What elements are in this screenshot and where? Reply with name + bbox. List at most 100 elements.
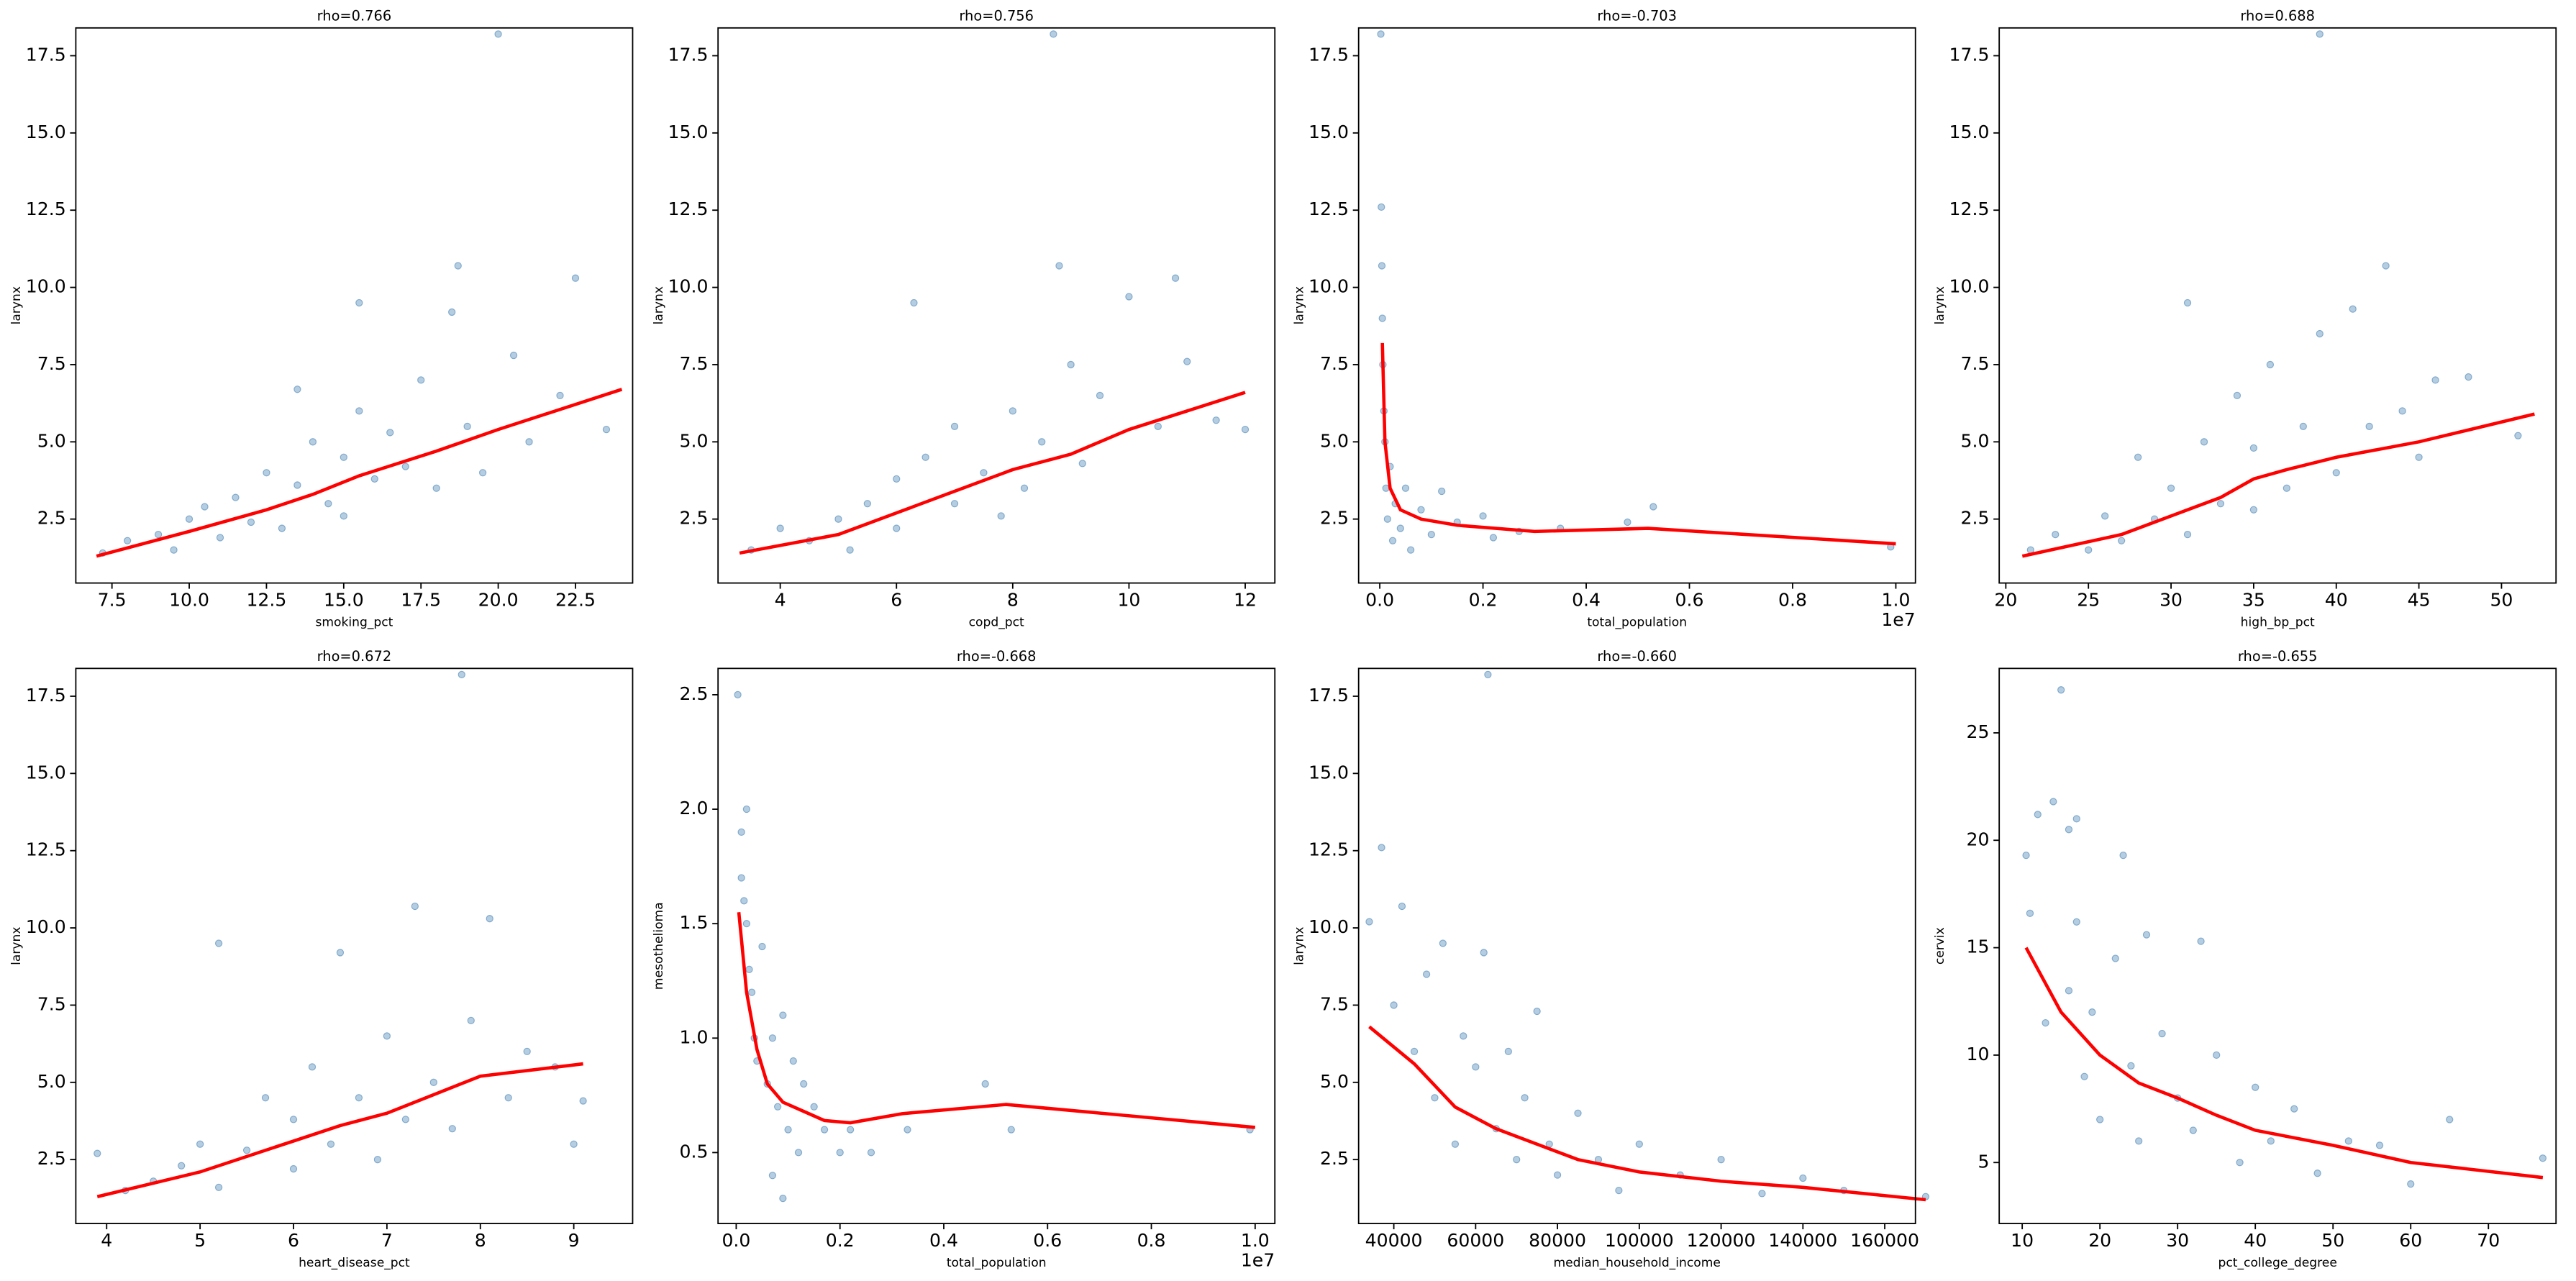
point — [2267, 1137, 2275, 1145]
point — [758, 942, 766, 951]
y-tick-label: 12.5 — [1309, 839, 1349, 860]
x-tick-label: 22.5 — [555, 590, 596, 611]
trend-line — [737, 912, 1256, 1129]
x-tick-label: 45 — [2408, 590, 2431, 611]
point — [1365, 918, 1373, 926]
point — [417, 376, 425, 384]
point — [2446, 1116, 2454, 1123]
x-tick-label: 25 — [2077, 590, 2100, 611]
subplot-title: rho=0.688 — [2240, 7, 2315, 24]
point — [556, 391, 564, 400]
plot-frame — [1357, 667, 1916, 1224]
point — [2431, 376, 2439, 384]
point — [2283, 484, 2290, 492]
y-tick-label: 2.5 — [37, 508, 66, 529]
x-tick-label: 20.0 — [478, 590, 519, 611]
y-tick-label: 12.5 — [26, 839, 66, 860]
point — [309, 438, 317, 446]
trend-line — [1380, 342, 1896, 546]
y-tick-label: 5.0 — [1961, 430, 1990, 451]
y-tick-label: 2.5 — [1961, 508, 1990, 529]
point — [1212, 416, 1220, 424]
point — [478, 469, 487, 477]
y-tick-label: 25 — [1967, 721, 1990, 742]
x-tick-label: 0.2 — [1469, 590, 1498, 611]
x-tick-label: 1.0 — [1241, 1230, 1270, 1251]
point — [747, 988, 756, 996]
x-offset-label: 1e7 — [1241, 1250, 1275, 1271]
plot-frame — [75, 27, 634, 584]
point — [308, 1063, 317, 1071]
point — [2344, 1137, 2352, 1145]
point — [214, 1183, 223, 1191]
subplot-title: rho=-0.668 — [957, 648, 1037, 665]
point — [1533, 1007, 1541, 1016]
point — [154, 531, 163, 539]
point — [2299, 422, 2307, 430]
y-tick-label: 17.5 — [26, 685, 66, 706]
y-tick-label: 10.0 — [26, 916, 66, 937]
point — [454, 262, 462, 270]
point — [1417, 506, 1425, 514]
point — [123, 537, 132, 544]
point — [794, 1149, 803, 1157]
x-tick-label: 0.6 — [1675, 590, 1704, 611]
x-tick-label: 60000 — [1447, 1230, 1504, 1251]
point — [571, 274, 580, 282]
x-tick-label: 1.0 — [1882, 590, 1911, 611]
point — [1125, 293, 1133, 301]
point — [2052, 531, 2060, 539]
point — [1038, 438, 1046, 446]
point — [1378, 203, 1385, 211]
point — [201, 503, 209, 511]
x-tick-label: 0.0 — [722, 1230, 750, 1251]
y-tick-label: 7.5 — [37, 353, 66, 374]
trend-line — [96, 388, 623, 558]
point — [2398, 407, 2406, 415]
x-tick-label: 7 — [381, 1230, 393, 1251]
point — [2266, 360, 2275, 369]
point — [336, 949, 345, 957]
point — [1521, 1094, 1529, 1102]
point — [2135, 1137, 2143, 1145]
point — [261, 1094, 270, 1102]
point — [94, 1149, 101, 1157]
trend-line — [96, 1062, 583, 1198]
point — [1504, 1047, 1512, 1056]
x-tick-label: 30 — [2166, 1230, 2189, 1251]
point — [1649, 503, 1657, 511]
y-tick-label: 7.5 — [1320, 993, 1349, 1014]
y-tick-label: 12.5 — [1309, 199, 1349, 219]
point — [867, 1149, 875, 1157]
point — [2365, 422, 2373, 430]
point — [768, 1172, 777, 1180]
point — [2332, 469, 2340, 477]
point — [1427, 531, 1435, 539]
x-tick-label: 70 — [2477, 1230, 2500, 1251]
point — [863, 500, 871, 508]
subplot-title: rho=-0.660 — [1597, 648, 1677, 665]
point — [846, 546, 854, 554]
point — [448, 1125, 456, 1133]
point — [745, 965, 753, 973]
y-tick-label: 15.0 — [1309, 122, 1349, 142]
x-axis-label: total_population — [947, 1256, 1047, 1270]
point — [525, 438, 533, 446]
plot-frame — [1998, 27, 2557, 584]
point — [523, 1047, 531, 1056]
y-tick-label: 5.0 — [37, 1071, 66, 1092]
subplot-title: rho=-0.703 — [1597, 7, 1677, 24]
y-axis-label: larynx — [652, 286, 666, 324]
y-tick-label: 15.0 — [1949, 122, 1990, 142]
y-tick-label: 10 — [1967, 1044, 1990, 1065]
point — [904, 1126, 911, 1134]
point — [1020, 484, 1029, 492]
point — [1055, 262, 1063, 270]
point — [910, 298, 918, 307]
point — [893, 475, 901, 483]
point — [178, 1162, 186, 1170]
trend-line — [739, 391, 1246, 555]
trend-line — [2021, 412, 2535, 558]
point — [2189, 1126, 2197, 1134]
